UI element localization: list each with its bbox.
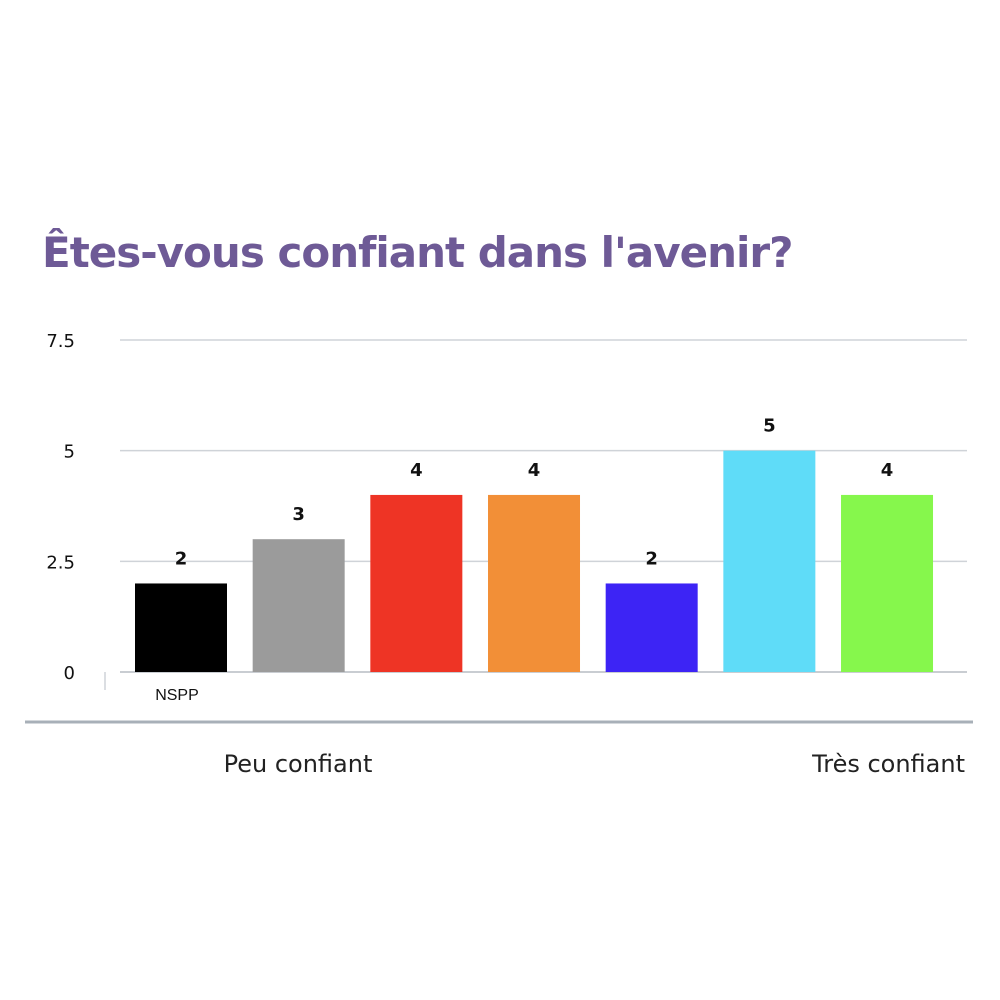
y-tick-label: 2.5 — [46, 552, 75, 573]
y-tick-label: 5 — [64, 442, 75, 463]
y-axis-ticks: 0 2.5 5 7.5 — [46, 331, 75, 684]
bar — [370, 494, 463, 672]
scale-label-high: Très confiant — [811, 750, 965, 778]
data-label: 4 — [528, 460, 541, 481]
scale-label-low: Peu confiant — [224, 750, 373, 778]
category-label: NSPP — [155, 687, 199, 704]
data-label: 4 — [881, 460, 894, 481]
bar — [135, 583, 227, 672]
bar — [841, 494, 934, 672]
bar — [605, 583, 698, 672]
category-labels: NSPP — [155, 687, 199, 704]
data-label: 2 — [645, 548, 658, 569]
bar — [488, 494, 581, 672]
bar — [723, 450, 816, 672]
chart-title: Êtes-vous confiant dans l'avenir? — [42, 228, 793, 277]
y-tick-label: 7.5 — [46, 331, 75, 352]
data-labels: 2 3 4 4 2 5 4 — [175, 416, 894, 570]
bar — [252, 539, 345, 672]
y-tick-label: 0 — [64, 663, 75, 684]
data-label: 4 — [410, 460, 423, 481]
data-label: 3 — [292, 504, 305, 525]
bars — [135, 450, 934, 672]
data-label: 2 — [175, 548, 188, 569]
data-label: 5 — [763, 416, 776, 437]
